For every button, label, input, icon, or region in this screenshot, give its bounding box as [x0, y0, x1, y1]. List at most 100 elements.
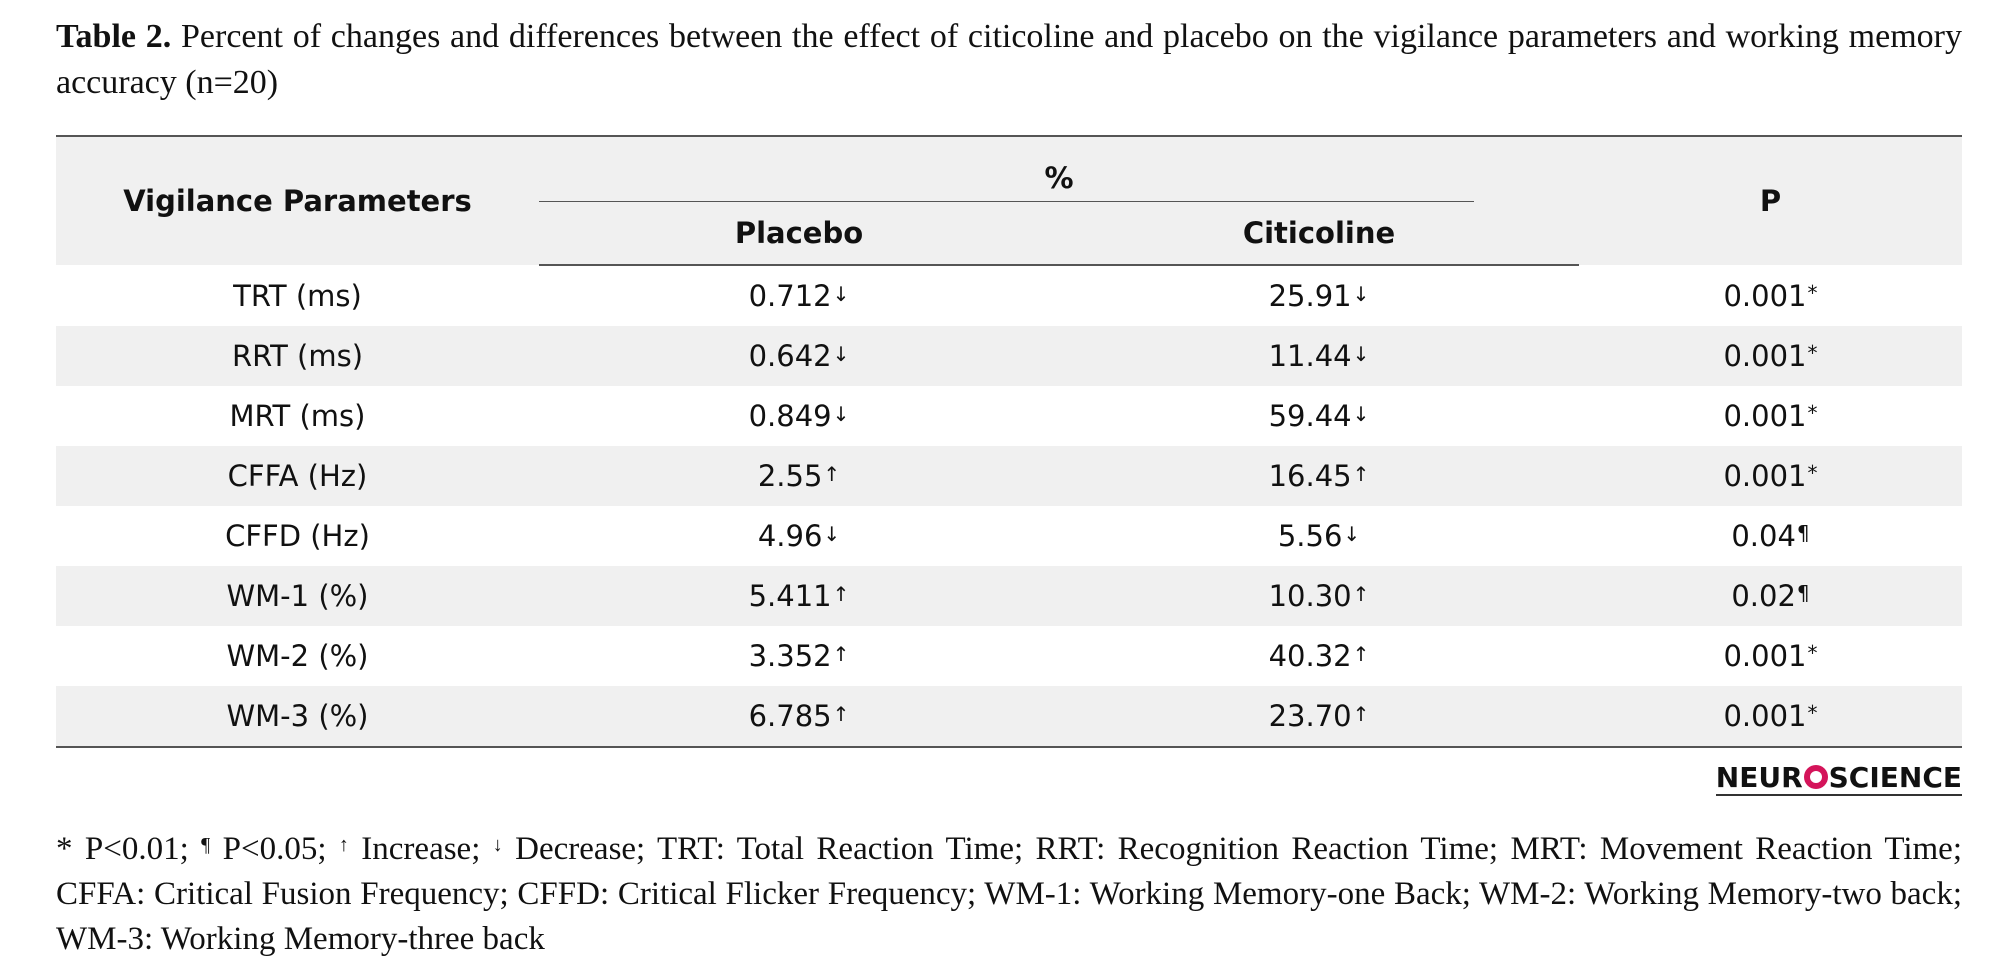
- cell-parameter: WM-1 (%): [56, 566, 539, 626]
- cell-p-value-value: 0.001: [1723, 639, 1807, 673]
- cell-placebo: 3.352↑: [539, 626, 1059, 686]
- cell-p-value: 0.001*: [1579, 386, 1962, 446]
- cell-placebo-value: 0.849: [748, 399, 832, 433]
- significance-mark: ¶: [1796, 581, 1810, 605]
- header-p: P: [1579, 135, 1962, 265]
- footnote-star: * P<0.01;: [56, 831, 202, 867]
- significance-mark: ¶: [1796, 521, 1810, 545]
- cell-p-value-value: 0.02: [1731, 579, 1796, 613]
- citicoline-direction-arrow-icon: ↑: [1352, 702, 1370, 726]
- placebo-direction-arrow-icon: ↓: [832, 342, 850, 366]
- placebo-direction-arrow-icon: ↑: [823, 462, 841, 486]
- cell-placebo: 2.55↑: [539, 446, 1059, 506]
- footnote-up-text: Increase;: [348, 831, 493, 867]
- cell-parameter: MRT (ms): [56, 386, 539, 446]
- cell-p-value-value: 0.001: [1723, 278, 1807, 313]
- cell-p-value-value: 0.001: [1723, 339, 1807, 373]
- neuroscience-logo: NEUR SCIENCE: [1715, 761, 1962, 796]
- cell-citicoline: 10.30↑: [1059, 566, 1579, 626]
- cell-citicoline-value: 23.70: [1268, 699, 1352, 733]
- cell-citicoline-value: 5.56: [1277, 519, 1343, 553]
- cell-parameter-value: MRT (ms): [229, 399, 366, 433]
- footnote-up-arrow-icon: ↑: [338, 834, 349, 856]
- cell-citicoline-value: 10.30: [1268, 579, 1352, 613]
- caption-label: Table 2.: [56, 18, 172, 55]
- table-row: CFFA (Hz) 2.55↑ 16.45↑ 0.001*: [56, 446, 1962, 506]
- cell-citicoline: 59.44↓: [1059, 386, 1579, 446]
- citicoline-direction-arrow-icon: ↓: [1352, 282, 1370, 306]
- footnote-para-symbol: ¶: [201, 834, 211, 856]
- cell-parameter-value: WM-1 (%): [226, 579, 369, 613]
- cell-p-value-value: 0.001: [1723, 459, 1807, 493]
- logo-text-left: NEUR: [1715, 761, 1803, 794]
- table-row: CFFD (Hz) 4.96↓ 5.56↓ 0.04¶: [56, 506, 1962, 566]
- cell-citicoline: 11.44↓: [1059, 326, 1579, 386]
- cell-parameter-value: CFFD (Hz): [225, 519, 370, 553]
- cell-citicoline: 16.45↑: [1059, 446, 1579, 506]
- cell-parameter-value: WM-3 (%): [226, 699, 369, 733]
- cell-citicoline: 5.56↓: [1059, 506, 1579, 566]
- header-vigilance-parameters: Vigilance Parameters: [56, 135, 539, 265]
- logo-text-right: SCIENCE: [1828, 761, 1962, 794]
- significance-mark: *: [1807, 461, 1818, 485]
- cell-placebo-value: 0.712: [748, 279, 832, 313]
- cell-parameter: TRT (ms): [56, 265, 539, 326]
- cell-p-value: 0.001*: [1579, 626, 1962, 686]
- cell-citicoline-value: 16.45: [1268, 459, 1352, 493]
- significance-mark: *: [1807, 701, 1818, 725]
- citicoline-direction-arrow-icon: ↑: [1352, 642, 1370, 666]
- table-body: TRT (ms) 0.712↓ 25.91↓ 0.001* RRT (ms) 0.642↓…: [56, 265, 1962, 748]
- placebo-direction-arrow-icon: ↓: [832, 282, 850, 306]
- citicoline-direction-arrow-icon: ↓: [1352, 402, 1370, 426]
- placebo-direction-arrow-icon: ↓: [823, 522, 841, 546]
- cell-placebo: 4.96↓: [539, 506, 1059, 566]
- header-percent-rule: [539, 200, 1474, 202]
- cell-placebo: 0.849↓: [539, 386, 1059, 446]
- cell-citicoline: 23.70↑: [1059, 686, 1579, 748]
- logo-o-icon: [1803, 765, 1828, 789]
- results-table: Vigilance Parameters % P Placebo Citicol…: [56, 135, 1962, 748]
- cell-placebo-value: 6.785: [748, 699, 832, 733]
- header-percent: %: [1044, 160, 1074, 195]
- caption-text: Percent of changes and differences betwe…: [56, 18, 1962, 101]
- significance-mark: *: [1807, 401, 1818, 425]
- cell-placebo-value: 2.55: [757, 459, 823, 493]
- cell-placebo: 6.785↑: [539, 686, 1059, 748]
- table-caption: Table 2. Percent of changes and differen…: [56, 14, 1962, 106]
- cell-placebo-value: 5.411: [748, 579, 832, 613]
- page: Table 2. Percent of changes and differen…: [56, 14, 1962, 957]
- footnote-para-text: P<0.05;: [210, 831, 339, 867]
- header-placebo: Placebo: [539, 201, 1059, 266]
- cell-parameter-value: TRT (ms): [233, 278, 362, 313]
- footnote-down-arrow-icon: ↓: [492, 834, 503, 856]
- table-row: RRT (ms) 0.642↓ 11.44↓ 0.001*: [56, 326, 1962, 386]
- cell-p-value: 0.02¶: [1579, 566, 1962, 626]
- cell-placebo-value: 4.96: [757, 519, 823, 553]
- significance-mark: *: [1807, 280, 1818, 305]
- cell-p-value: 0.001*: [1579, 446, 1962, 506]
- cell-p-value: 0.001*: [1579, 686, 1962, 748]
- citicoline-direction-arrow-icon: ↓: [1352, 342, 1370, 366]
- cell-p-value-value: 0.001: [1723, 699, 1807, 733]
- table-row: WM-3 (%) 6.785↑ 23.70↑ 0.001*: [56, 686, 1962, 748]
- cell-parameter: WM-2 (%): [56, 626, 539, 686]
- cell-parameter-value: CFFA (Hz): [227, 459, 368, 493]
- cell-parameter: WM-3 (%): [56, 686, 539, 748]
- citicoline-direction-arrow-icon: ↑: [1352, 462, 1370, 486]
- placebo-direction-arrow-icon: ↑: [832, 702, 850, 726]
- header-citicoline: Citicoline: [1059, 201, 1579, 266]
- header-percent-group: %: [539, 135, 1579, 202]
- placebo-direction-arrow-icon: ↑: [832, 642, 850, 666]
- placebo-direction-arrow-icon: ↓: [832, 402, 850, 426]
- cell-parameter-value: RRT (ms): [231, 339, 364, 373]
- citicoline-direction-arrow-icon: ↓: [1343, 522, 1361, 546]
- cell-p-value-value: 0.001: [1723, 399, 1807, 433]
- significance-mark: *: [1807, 341, 1818, 365]
- table-footnote: * P<0.01; ¶ P<0.05; ↑ Increase; ↓ Decrea…: [56, 823, 1962, 962]
- cell-citicoline-value: 25.91: [1268, 279, 1352, 313]
- cell-p-value: 0.001*: [1579, 326, 1962, 386]
- cell-citicoline-value: 11.44: [1268, 339, 1352, 373]
- cell-p-value-value: 0.04: [1731, 519, 1796, 553]
- cell-citicoline: 40.32↑: [1059, 626, 1579, 686]
- cell-parameter: CFFA (Hz): [56, 446, 539, 506]
